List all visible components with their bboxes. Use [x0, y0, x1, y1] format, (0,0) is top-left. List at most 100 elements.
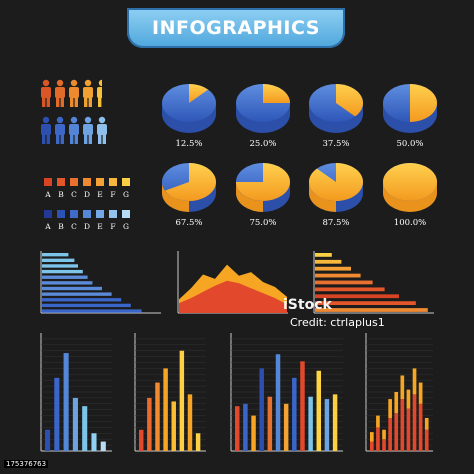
pie-slice: [164, 163, 216, 201]
person-torso: [69, 124, 79, 135]
person-icon: [69, 116, 79, 144]
person-leg: [56, 97, 60, 107]
hbar: [42, 281, 93, 285]
vbar: [179, 350, 185, 451]
watermark-logo: iStock: [283, 297, 332, 313]
person-head: [56, 79, 64, 87]
person-icon-body: [69, 79, 79, 107]
pie-chart: 12.5%: [162, 84, 216, 149]
person-icon-body: [97, 79, 106, 107]
vbar: [54, 377, 60, 451]
person-icon-body: [55, 79, 65, 107]
person-leg: [102, 134, 106, 144]
stacked-bar: [424, 429, 429, 451]
legend-top-letter: F: [110, 190, 115, 199]
stacked-bar: [406, 408, 411, 451]
person-icon-body: [83, 79, 93, 107]
legend-top-swatch: [70, 178, 78, 186]
person-torso: [83, 87, 93, 98]
stacked-bar: [406, 389, 411, 409]
person-leg: [84, 134, 88, 144]
legend-bottom-swatch: [70, 210, 78, 218]
vbar: [163, 368, 168, 451]
vbar: [332, 394, 338, 451]
legend-bottom-letter: D: [84, 222, 90, 231]
legend-bottom-letter: F: [110, 222, 115, 231]
person-leg: [98, 97, 102, 107]
person-head: [113, 117, 119, 123]
person-leg: [74, 97, 78, 107]
legend-bottom-letter: B: [58, 222, 64, 231]
hbar: [42, 286, 102, 291]
hbar: [42, 309, 142, 313]
person-torso: [41, 124, 51, 135]
legend-bottom-swatch: [96, 210, 104, 218]
pie-label: 37.5%: [322, 139, 349, 149]
person-icon: [97, 79, 106, 107]
vbar: [300, 361, 305, 451]
person-icon: [83, 116, 93, 144]
hbar: [42, 269, 83, 274]
stacked-bar: [424, 417, 429, 430]
pie-chart: 87.5%: [309, 163, 363, 228]
person-torso: [55, 124, 65, 135]
pie-chart: 100.0%: [383, 163, 437, 228]
hbar: [42, 275, 88, 279]
stacked-bar: [418, 403, 423, 451]
pie-slice: [383, 163, 437, 201]
vbar: [63, 353, 69, 451]
stacked-bar: [388, 417, 392, 451]
person-icon-body: [111, 117, 121, 144]
legend-top-letter: D: [84, 190, 90, 199]
hbar: [315, 280, 373, 285]
hbar: [315, 259, 342, 264]
person-leg: [60, 134, 64, 144]
person-icon-body: [69, 116, 79, 144]
stacked-bar: [370, 441, 374, 451]
person-icon: [111, 117, 121, 144]
vbar: [316, 370, 322, 451]
person-head: [42, 79, 50, 87]
pie-chart: 25.0%: [236, 84, 290, 149]
person-torso: [41, 87, 51, 98]
pie-side-orange: [162, 182, 189, 212]
hbar: [315, 287, 385, 292]
person-torso: [97, 124, 107, 135]
person-leg: [88, 97, 92, 107]
vbar: [292, 377, 297, 451]
legend-bottom-swatch: [57, 210, 65, 218]
pie-slice: [336, 84, 364, 117]
legend-bottom-letter: G: [123, 222, 129, 231]
stacked-bar: [400, 399, 405, 451]
person-icon: [55, 116, 65, 144]
person-head: [84, 116, 92, 124]
pie-chart: 75.0%: [236, 163, 290, 228]
legend-top-swatch: [83, 178, 91, 186]
person-leg: [103, 97, 106, 107]
legend-bottom-letter: E: [97, 222, 102, 231]
stacked-bar: [388, 399, 392, 418]
title-banner: INFOGRAPHICS: [127, 8, 345, 48]
vbar: [267, 396, 273, 451]
person-leg: [60, 97, 64, 107]
person-head: [42, 116, 50, 124]
hbar: [42, 303, 131, 308]
pie-label: 12.5%: [175, 139, 202, 149]
pie-side-orange: [236, 182, 263, 212]
area-series: [179, 280, 287, 313]
legend-top-swatch: [122, 178, 130, 186]
legend-top-letter: C: [71, 190, 77, 199]
person-icon: [41, 79, 51, 107]
stacked-bar: [394, 392, 399, 414]
person-icon-body: [41, 79, 51, 107]
vbar: [187, 394, 193, 451]
person-leg: [88, 134, 92, 144]
vbar: [259, 368, 264, 451]
legend-bottom-letter: A: [44, 222, 51, 231]
stacked-bar: [418, 382, 423, 404]
legend-bottom-swatch: [122, 210, 130, 218]
people-icons: [41, 79, 121, 144]
pie-slice: [189, 84, 209, 103]
